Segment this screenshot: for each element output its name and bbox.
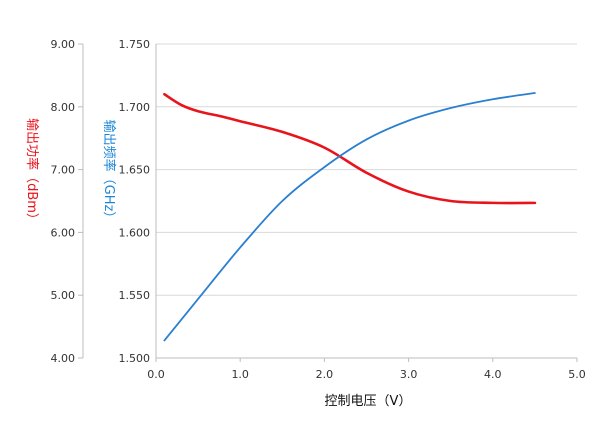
left-tick-label: 5.00 [51,289,76,302]
left-axis-title: 输出功率（dBm） [24,118,40,226]
freq-tick-label: 1.650 [119,164,151,177]
x-axis-ticks: 0.0 1.0 2.0 3.0 4.0 5.0 [147,358,586,381]
frequency-series-line [163,92,536,342]
x-tick-label: 3.0 [400,368,418,381]
left-tick-label: 9.00 [51,38,76,51]
freq-tick-label: 1.500 [119,352,151,365]
freq-tick-label: 1.550 [119,289,151,302]
left-tick-label: 6.00 [51,226,76,239]
freq-tick-label: 1.750 [119,38,151,51]
x-tick-label: 5.0 [568,368,586,381]
gridlines [156,43,577,359]
freq-tick-label: 1.700 [119,101,151,114]
x-tick-label: 2.0 [316,368,334,381]
x-axis-title: 控制电压（V） [325,394,412,409]
x-tick-label: 0.0 [147,368,165,381]
x-tick-label: 1.0 [231,368,249,381]
power-series-line [163,92,537,205]
right-axis-title: 输出频率（GHz） [101,120,117,225]
freq-tick-label: 1.600 [119,226,151,239]
left-tick-label: 8.00 [51,101,76,114]
series-lines [163,92,537,342]
left-axis-ticks: 9.00 8.00 7.00 6.00 5.00 4.00 [51,38,84,365]
right-axis-ticks: 1.750 1.700 1.650 1.600 1.550 1.500 [119,38,151,365]
left-tick-label: 7.00 [51,164,76,177]
left-tick-label: 4.00 [51,352,76,365]
x-tick-label: 4.0 [484,368,502,381]
